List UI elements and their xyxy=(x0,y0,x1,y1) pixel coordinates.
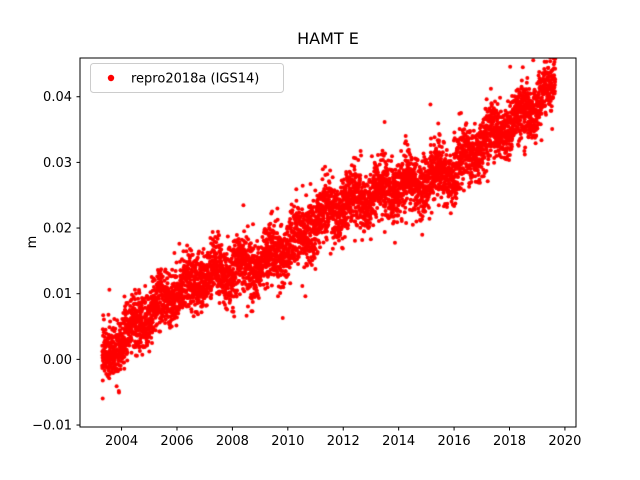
x-axis-ticks: 2004 2006 2008 2010 2012 2014 2016 2018 2020 xyxy=(105,427,581,449)
x-tick-label: 2004 xyxy=(105,434,138,449)
y-axis-ticks: −0.01 0.00 0.01 0.02 0.03 0.04 xyxy=(32,90,80,434)
chart-title: HAMT E xyxy=(297,29,359,48)
x-tick-label: 2014 xyxy=(382,434,415,449)
x-tick-label: 2016 xyxy=(438,434,471,449)
x-tick-label: 2018 xyxy=(493,434,526,449)
y-tick-label: 0.03 xyxy=(43,156,72,171)
y-tick-label: −0.01 xyxy=(32,419,72,434)
x-tick-label: 2008 xyxy=(216,434,249,449)
y-tick-label: 0.01 xyxy=(43,287,72,302)
x-tick-label: 2010 xyxy=(271,434,304,449)
y-axis-label: m xyxy=(25,236,40,249)
y-tick-label: 0.02 xyxy=(43,222,72,237)
x-tick-label: 2012 xyxy=(327,434,360,449)
legend-marker-icon xyxy=(107,74,115,82)
legend-label: repro2018a (IGS14) xyxy=(131,72,259,87)
y-tick-label: 0.04 xyxy=(43,90,72,105)
legend-box xyxy=(90,63,284,93)
x-tick-label: 2020 xyxy=(548,434,581,449)
axes-frame xyxy=(79,57,577,428)
y-tick-label: 0.00 xyxy=(43,353,72,368)
x-tick-label: 2006 xyxy=(160,434,193,449)
legend: repro2018a (IGS14) xyxy=(90,63,284,93)
